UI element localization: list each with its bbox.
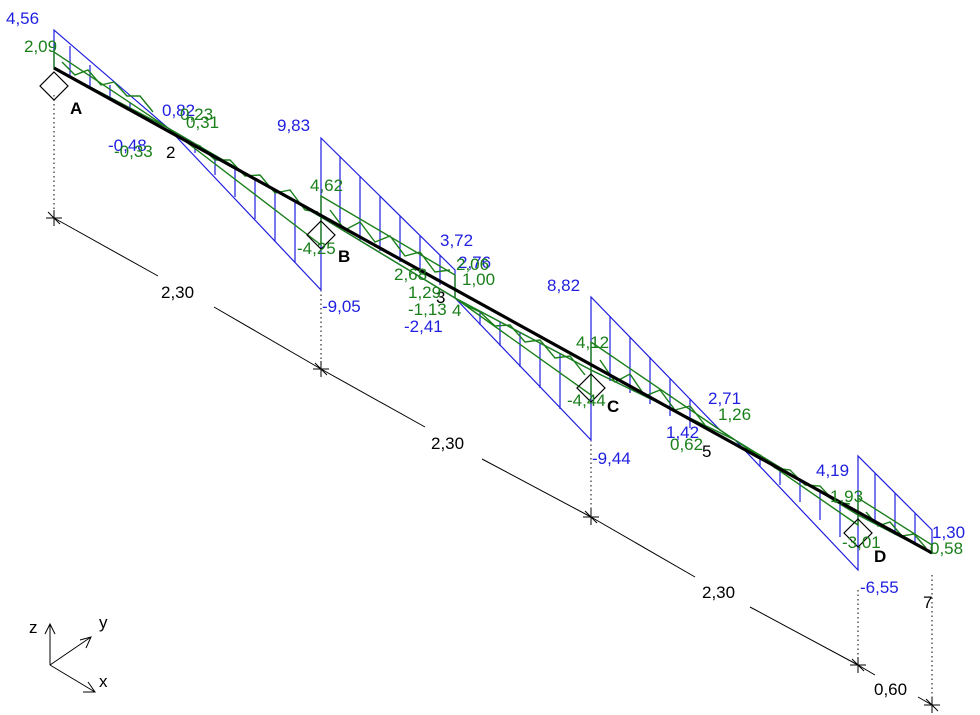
green-value-label: -1,13 [408,300,447,319]
blue-value-label: -9,05 [322,297,361,316]
dimension-tick [850,657,866,673]
blue-value-label: 8,82 [547,276,580,295]
green-value-label: 4 [452,301,461,320]
dimension-tick [583,509,599,525]
node-label-3: 3 [436,288,445,307]
green-value-label: 1,00 [462,270,495,289]
support-label-b: B [338,247,350,266]
axis-label-x: x [99,672,108,691]
dimension-label: 0,60 [874,680,907,699]
blue-value-label: 3,72 [440,231,473,250]
green-value-label: 1,29 [408,283,441,302]
green-value-label: -0,33 [114,142,153,161]
green-value-label: 4,12 [576,333,609,352]
node-label-5: 5 [702,442,711,461]
green-value-label: 2,68 [394,265,427,284]
support-a [39,71,69,101]
dimension-label: 2,30 [431,434,464,453]
blue-value-label: 2,71 [708,389,741,408]
node-label-2: 2 [166,143,175,162]
green-value-label: -4,25 [297,239,336,258]
support-b [306,220,336,250]
blue-value-label: 1,42 [666,423,699,442]
green-value-label: 2,06 [456,255,489,274]
green-value-label: -4,44 [567,391,606,410]
dimension-line [46,210,940,713]
green-value-label: 0,62 [670,435,703,454]
green-value-label: 1,26 [718,405,751,424]
green-value-label: 1,93 [830,487,863,506]
green-value-label: 0,58 [930,539,963,558]
support-label-a: A [70,99,82,118]
blue-value-label: -2,41 [404,317,443,336]
green-value-label: -3,01 [842,533,881,552]
support-label-d: D [874,547,886,566]
green-value-label: 0,31 [186,113,219,132]
dimension-tick [46,210,62,226]
blue-value-label: -9,44 [592,449,631,468]
green-zigzag [61,61,927,549]
support-c [576,373,606,403]
projection-lines [53,95,933,705]
dimension-tick [313,361,329,377]
blue-value-label: 0,82 [162,101,195,120]
support-label-c: C [607,397,619,416]
blue-value-label: 1,30 [932,523,965,542]
green-value-label: 4,62 [310,176,343,195]
coordinate-axes [44,622,96,693]
axis-label-z: z [29,618,38,637]
dimension-label: 2,30 [702,583,735,602]
beam [53,66,933,555]
blue-value-label: -0,48 [108,136,147,155]
blue-value-label: 9,83 [277,116,310,135]
node-label-7: 7 [923,593,932,612]
blue-value-label: 2,76 [458,253,491,272]
blue-value-label: 4,56 [6,9,39,28]
dimension-label: 2,30 [161,283,194,302]
green-value-label: 0,23 [180,105,213,124]
support-d [843,518,873,548]
axis-label-y: y [99,613,108,632]
blue-value-label: -6,55 [860,578,899,597]
dimension-tick [924,697,940,713]
blue-value-label: 4,19 [816,461,849,480]
green-value-label: 2,09 [24,37,57,56]
